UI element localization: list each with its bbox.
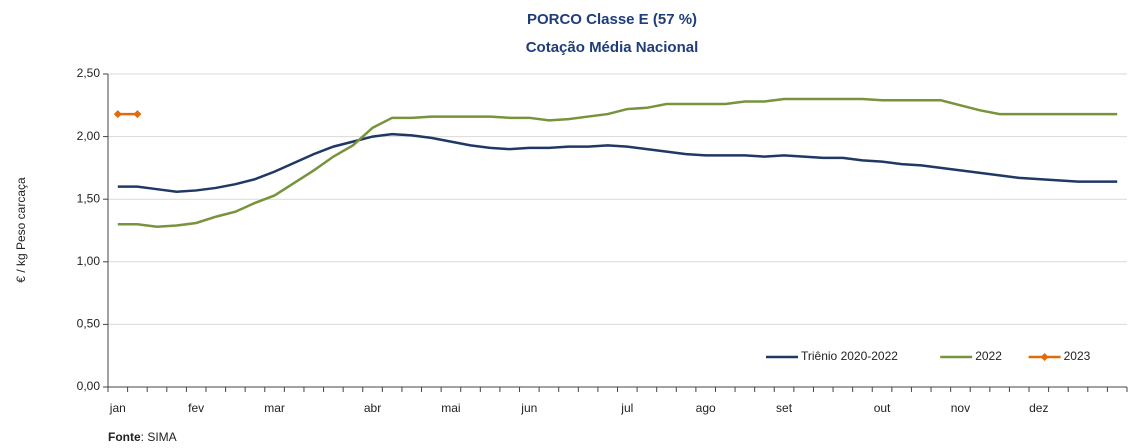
- x-tick-label: jun: [520, 401, 537, 415]
- series-marker: [133, 110, 142, 119]
- x-tick-label: set: [776, 401, 793, 415]
- x-tick-label: nov: [951, 401, 970, 415]
- y-tick-label: 0,00: [77, 379, 101, 393]
- series-marker: [113, 110, 122, 119]
- series-line: [117, 97, 1118, 228]
- x-tick-label: mar: [264, 401, 285, 415]
- y-tick-label: 2,00: [77, 129, 101, 143]
- y-tick-label: 0,50: [77, 317, 101, 331]
- series-line: [117, 132, 1118, 193]
- chart-subtitle: Cotação Média Nacional: [526, 39, 699, 56]
- x-tick-label: abr: [364, 401, 381, 415]
- x-tick-label: mai: [441, 401, 460, 415]
- source-text: : SIMA: [141, 430, 177, 444]
- chart-title: PORCO Classe E (57 %): [527, 11, 697, 28]
- x-tick-label: dez: [1029, 401, 1048, 415]
- y-tick-label: 2,50: [77, 66, 101, 80]
- y-tick-label: 1,00: [77, 254, 101, 268]
- legend-marker: [1040, 353, 1049, 361]
- x-tick-label: jul: [620, 401, 633, 415]
- legend-label: 2023: [1064, 349, 1091, 363]
- y-tick-label: 1,50: [77, 191, 101, 205]
- legend-label: Triênio 2020-2022: [801, 349, 898, 363]
- source: Fonte: SIMA: [108, 430, 177, 444]
- x-tick-label: jan: [109, 401, 126, 415]
- x-tick-label: fev: [188, 401, 204, 415]
- legend-label: 2022: [975, 349, 1002, 363]
- source-label: Fonte: [108, 430, 141, 444]
- y-axis-label: € / kg Peso carcaça: [14, 177, 28, 283]
- x-tick-label: ago: [696, 401, 716, 415]
- x-tick-label: out: [874, 401, 891, 415]
